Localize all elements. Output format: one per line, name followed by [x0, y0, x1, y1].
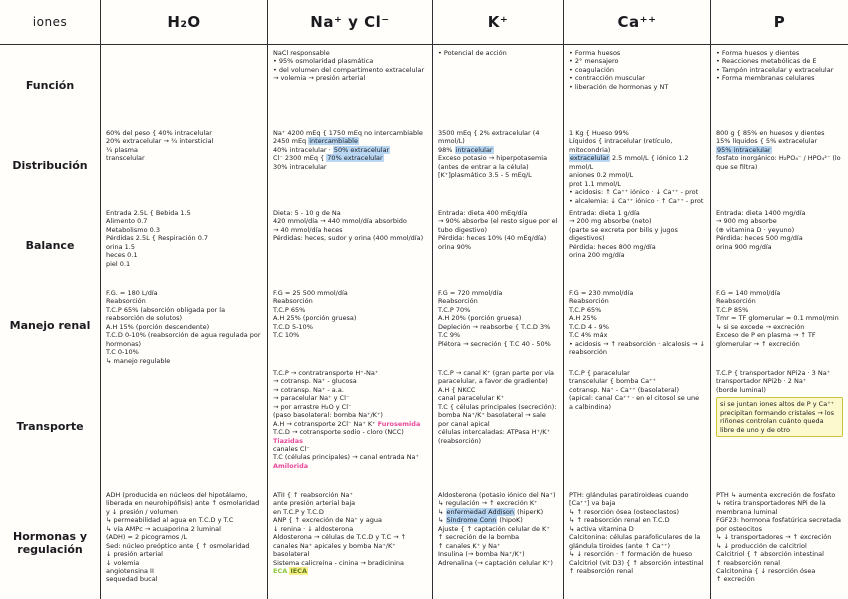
column-header-p: P [710, 0, 848, 45]
column-header-na-cl: Na⁺ y Cl⁻ [267, 0, 432, 45]
note-text-segment: 50% extracelular [332, 145, 391, 154]
note-text-segment: Entrada: dieta 1 g/día → 200 mg absorbe … [569, 209, 678, 260]
cell-p-balance: Entrada: dieta 1400 mg/día → 900 mg abso… [710, 205, 848, 285]
note-text-segment: 30% intracelular [273, 162, 327, 171]
note-text-segment: Dieta: 5 - 10 g de Na 420 mmol/día → 440… [273, 209, 424, 243]
note-text-segment: enfermedad Addison [445, 507, 515, 516]
cell-p-distribucion: 800 g { 85% en huesos y dientes 15% líqu… [710, 125, 848, 205]
note-text-segment: ECA [273, 566, 288, 575]
row-label-hormonas-regulacion: Hormonas y regulación [12, 530, 87, 556]
column-header-iones: iones [0, 0, 100, 45]
note-text-segment: PTH ↳ aumenta excreción de fosfato ↳ ret… [716, 491, 841, 584]
cell-ca-hormonas: PTH: glándulas paratiroideas cuando [Ca⁺… [563, 487, 710, 599]
cell-h2o-funcion [100, 45, 267, 125]
note-text-segment: T.C.D → cotransporte sodio - cloro (NCC) [273, 428, 404, 437]
column-header-ca: Ca⁺⁺ [563, 0, 710, 45]
note-text-segment: F.G. = 180 L/día Reabsorción T.C.P 65% (… [106, 289, 261, 365]
cell-h2o-hormonas: ADH (producida en núcleos del hipotálamo… [100, 487, 267, 599]
cell-ca-manejo-renal: F.G = 230 mmol/día Reabsorción T.C.P 65%… [563, 285, 710, 365]
note-text-segment: 95% intracelular [716, 145, 772, 154]
note-text-segment: ADH (producida en núcleos del hipotálamo… [106, 491, 260, 584]
note-text-segment: (hipoK) Ajuste { ↑ captación celular de … [438, 516, 553, 567]
cell-k-transporte: T.C.P → canal K⁺ (gran parte por vía par… [432, 365, 563, 487]
cell-h2o-balance: Entrada 2.5L { Bebida 1.5 Alimento 0.7 M… [100, 205, 267, 285]
note-text-segment: (hiperK) ↳ [438, 507, 544, 525]
note-text-segment: T.C.P → contratransporte H⁺-Na⁺ → cotran… [273, 369, 383, 428]
note-text-segment: PTH: glándulas paratiroideas cuando [Ca⁺… [569, 491, 704, 575]
cell-na-cl-funcion: NaCl responsable • 95% osmolaridad plasm… [267, 45, 432, 125]
column-header-h2o: H₂O [100, 0, 267, 45]
note-text-segment: Entrada: dieta 400 mEq/día → 90% absorbe… [438, 209, 558, 251]
row-label-manejo-renal: Manejo renal [9, 318, 91, 332]
note-text-segment: Entrada 2.5L { Bebida 1.5 Alimento 0.7 M… [106, 209, 209, 268]
cell-p-manejo-renal: F.G = 140 mmol/día Reabsorción T.C.P 85%… [710, 285, 848, 365]
note-text-segment: si se juntan iones altos de P y Ca⁺⁺ pre… [716, 397, 843, 438]
cell-na-cl-manejo-renal: F.G = 25 500 mmol/día Reabsorción T.C.P … [267, 285, 432, 365]
note-text-segment: F.G = 720 mmol/día Reabsorción T.C.P 70%… [438, 289, 551, 348]
note-text-segment: canales Cl⁻ T.C (células principales) → … [273, 444, 419, 462]
row-label-distribucion: Distribución [12, 158, 88, 172]
row-label-balance: Balance [25, 238, 75, 252]
row-label-transporte: Transporte [16, 419, 84, 433]
cell-na-cl-hormonas: ATII { ↑ reabsorción Na⁺ ante presión ar… [267, 487, 432, 599]
cell-ca-balance: Entrada: dieta 1 g/día → 200 mg absorbe … [563, 205, 710, 285]
cell-h2o-transporte [100, 365, 267, 487]
note-text-segment: Entrada: dieta 1400 mg/día → 900 mg abso… [716, 209, 806, 251]
column-header-k: K⁺ [432, 0, 563, 45]
cell-ca-transporte: T.C.P { paracelular transcelular { bomba… [563, 365, 710, 487]
cell-p-transporte: T.C.P { transportador NPi2a · 3 Na⁺ tran… [710, 365, 848, 487]
note-text-segment: • Forma huesos • 2° mensajero • coagulac… [569, 49, 669, 91]
cell-h2o-distribucion: 60% del peso { 40% intracelular 20% extr… [100, 125, 267, 205]
note-text-segment: Na⁺ 4200 mEq { 1750 mEq no intercambiabl… [273, 129, 423, 146]
note-text-segment: IECA [289, 566, 308, 575]
note-text-segment: • Potencial de acción [438, 49, 507, 57]
cell-h2o-manejo-renal: F.G. = 180 L/día Reabsorción T.C.P 65% (… [100, 285, 267, 365]
note-text-segment: F.G = 140 mmol/día Reabsorción T.C.P 85%… [716, 289, 839, 348]
note-text-segment: Aldosterona (potasio iónico del Na⁺) ↳ r… [438, 491, 556, 516]
note-text-segment: Furosemida [377, 419, 421, 428]
note-text-segment: • Forma huesos y dientes • Reacciones me… [716, 49, 834, 83]
note-text-segment: F.G = 230 mmol/día Reabsorción T.C.P 65%… [569, 289, 705, 357]
row-label-funcion: Función [25, 78, 75, 92]
note-text-segment: 70% extracelular [326, 154, 384, 163]
note-text-segment: 2.5 mmol/L { iónico 1.2 mmol/L aniones 0… [569, 154, 704, 205]
note-text-segment: fosfato inorgánico: H₂PO₄⁻ / HPO₄²⁻ (lo … [716, 154, 841, 171]
cell-k-distribucion: 3500 mEq { 2% extracelular (4 mmol/L) 98… [432, 125, 563, 205]
note-text-segment: Síndrome Conn [445, 516, 498, 525]
cell-na-cl-balance: Dieta: 5 - 10 g de Na 420 mmol/día → 440… [267, 205, 432, 285]
note-text-segment: 800 g { 85% en huesos y dientes 15% líqu… [716, 129, 825, 146]
note-text-segment: T.C.P → canal K⁺ (gran parte por vía par… [438, 369, 557, 445]
cell-k-balance: Entrada: dieta 400 mEq/día → 90% absorbe… [432, 205, 563, 285]
note-text-segment: NaCl responsable • 95% osmolaridad plasm… [273, 49, 425, 83]
cell-p-funcion: • Forma huesos y dientes • Reacciones me… [710, 45, 848, 125]
note-text-segment: extracelular [569, 154, 610, 163]
cell-k-manejo-renal: F.G = 720 mmol/día Reabsorción T.C.P 70%… [432, 285, 563, 365]
note-text-segment: Tiazidas [273, 436, 303, 445]
note-text-segment: F.G = 25 500 mmol/día Reabsorción T.C.P … [273, 289, 357, 340]
cell-na-cl-transporte: T.C.P → contratransporte H⁺-Na⁺ → cotran… [267, 365, 432, 487]
note-text-segment: T.C.P { transportador NPi2a · 3 Na⁺ tran… [716, 369, 831, 394]
note-text-segment: ATII { ↑ reabsorción Na⁺ ante presión ar… [273, 491, 407, 567]
note-text-segment: Exceso potasio → hiperpotasemia (antes d… [438, 154, 548, 180]
cell-k-hormonas: Aldosterona (potasio iónico del Na⁺) ↳ r… [432, 487, 563, 599]
note-text-segment: 1 Kg { Hueso 99% Líquidos { intracelular… [569, 129, 673, 154]
cell-ca-funcion: • Forma huesos • 2° mensajero • coagulac… [563, 45, 710, 125]
note-text-segment: intercambiable [308, 137, 359, 146]
note-text-segment: 60% del peso { 40% intracelular 20% extr… [106, 129, 214, 163]
note-text-segment: Amilorida [273, 461, 309, 470]
cell-ca-distribucion: 1 Kg { Hueso 99% Líquidos { intracelular… [563, 125, 710, 205]
note-text-segment: 3500 mEq { 2% extracelular (4 mmol/L) 98… [438, 129, 540, 154]
note-text-segment: Cl⁻ 2300 mEq { [273, 154, 325, 163]
cell-p-hormonas: PTH ↳ aumenta excreción de fosfato ↳ ret… [710, 487, 848, 599]
note-text-segment: T.C.P { paracelular transcelular { bomba… [569, 369, 700, 411]
note-text-segment: intracelular [454, 145, 494, 154]
cell-na-cl-distribucion: Na⁺ 4200 mEq { 1750 mEq no intercambiabl… [267, 125, 432, 205]
note-text-segment: 40% intracelular · [273, 145, 331, 154]
cell-k-funcion: • Potencial de acción [432, 45, 563, 125]
